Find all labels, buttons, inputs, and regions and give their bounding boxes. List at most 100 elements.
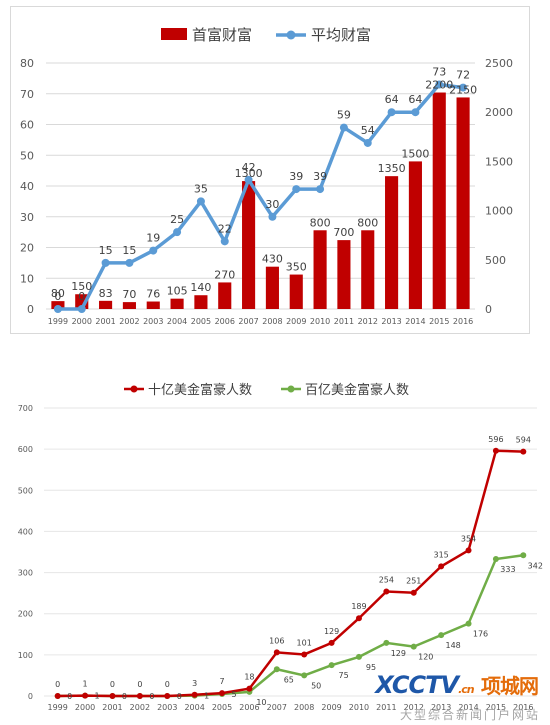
line-data-label: 354 xyxy=(461,534,476,543)
y-right-tick-label: 2500 xyxy=(485,57,513,70)
bar-data-label: 2150 xyxy=(449,83,477,96)
bar-data-label: 430 xyxy=(262,253,283,266)
line-data-label: 0 xyxy=(165,680,170,689)
legend-swatch-marker xyxy=(130,385,138,393)
bar xyxy=(385,176,399,309)
bar-data-label: 150 xyxy=(71,280,92,293)
x-tick-label: 2004 xyxy=(167,317,187,326)
watermark-text: 大型综合新闻门户网站 xyxy=(399,708,540,722)
series-line xyxy=(57,82,464,311)
line-data-label: 39 xyxy=(313,170,327,183)
line-point xyxy=(292,185,301,194)
line-data-label: 0 xyxy=(78,290,85,303)
line-data-label: 54 xyxy=(361,124,375,137)
legend-swatch-marker xyxy=(286,30,296,40)
line-point xyxy=(383,639,390,646)
line-point xyxy=(273,666,280,673)
line-data-label: 129 xyxy=(324,627,339,636)
legend-swatch-bar xyxy=(161,28,187,40)
line-point xyxy=(173,228,182,237)
bar-data-label: 105 xyxy=(167,285,188,298)
x-tick-label: 2013 xyxy=(431,703,451,712)
line-point xyxy=(54,693,61,699)
line-point xyxy=(273,649,280,656)
line-data-label: 342 xyxy=(528,561,543,570)
bar xyxy=(218,282,232,309)
line-point xyxy=(82,692,89,699)
y-right-tick-label: 1000 xyxy=(485,205,513,218)
line-point xyxy=(410,589,417,596)
x-tick-label: 2000 xyxy=(72,317,92,326)
watermark-logo: XCCTV.cn 项城网 xyxy=(375,670,539,699)
y-tick-label: 300 xyxy=(18,569,33,578)
x-tick-label: 2001 xyxy=(95,317,115,326)
x-tick-label: 2010 xyxy=(310,317,330,326)
y-right-tick-label: 1500 xyxy=(485,155,513,168)
line-data-label: 0 xyxy=(54,290,61,303)
x-tick-label: 2009 xyxy=(286,317,306,326)
x-tick-label: 2008 xyxy=(294,703,314,712)
bar-data-label: 1300 xyxy=(235,167,263,180)
x-tick-label: 2016 xyxy=(453,317,473,326)
y-right-tick-label: 500 xyxy=(485,254,506,267)
line-data-label: 73 xyxy=(432,66,446,79)
x-tick-label: 2003 xyxy=(143,317,163,326)
line-point xyxy=(164,693,171,699)
line-point xyxy=(520,448,527,455)
line-point xyxy=(355,615,362,622)
y-left-tick-label: 20 xyxy=(20,242,34,255)
bar xyxy=(194,295,208,309)
x-tick-label: 2006 xyxy=(239,703,259,712)
line-data-label: 10 xyxy=(256,698,266,707)
line-data-label: 65 xyxy=(284,675,294,684)
line-point xyxy=(438,632,445,639)
line-data-label: 0 xyxy=(110,680,115,689)
line-point xyxy=(465,620,472,627)
y-left-tick-label: 40 xyxy=(20,180,34,193)
line-point xyxy=(410,643,417,650)
line-data-label: 50 xyxy=(311,681,321,690)
line-point xyxy=(459,83,468,92)
bar xyxy=(313,230,327,309)
line-data-label: 129 xyxy=(391,649,406,658)
line-data-label: 3 xyxy=(192,679,197,688)
y-right-tick-label: 0 xyxy=(485,303,492,316)
line-point xyxy=(109,693,116,699)
line-data-label: 15 xyxy=(122,244,136,257)
bar-data-label: 83 xyxy=(99,287,113,300)
line-point xyxy=(136,693,143,699)
chart-top-wealth: 0 10 20 30 40 50 60 70 80 0 500 1000 1500 2000 2500 199… xyxy=(0,0,550,340)
x-tick-label: 2004 xyxy=(184,703,204,712)
line-data-label: 596 xyxy=(488,435,503,444)
bar xyxy=(146,301,160,309)
y-left-tick-label: 80 xyxy=(20,57,34,70)
bar xyxy=(408,161,422,309)
x-tick-label: 2012 xyxy=(404,703,424,712)
y-left-tick-label: 70 xyxy=(20,88,34,101)
bar xyxy=(361,230,375,309)
line-point xyxy=(355,653,362,660)
line-data-label: 148 xyxy=(445,641,460,650)
line-data-label: 75 xyxy=(338,671,348,680)
x-tick-label: 2005 xyxy=(191,317,211,326)
line-data-label: 251 xyxy=(406,577,421,586)
bar-data-label: 270 xyxy=(214,268,235,281)
line-data-label: 120 xyxy=(418,653,433,662)
bar xyxy=(265,266,279,309)
y-left-tick-label: 50 xyxy=(20,149,34,162)
line-data-label: 19 xyxy=(146,232,160,245)
y-tick-label: 500 xyxy=(18,486,33,495)
bar xyxy=(289,274,303,309)
bar-data-label: 80 xyxy=(51,287,65,300)
line-data-label: 59 xyxy=(337,109,351,122)
watermark-logo-cn: 项城网 xyxy=(481,674,539,698)
x-tick-label: 2015 xyxy=(429,317,449,326)
y-tick-label: 0 xyxy=(28,692,33,701)
line-point xyxy=(438,563,445,570)
line-data-label: 15 xyxy=(99,244,113,257)
legend-label: 平均财富 xyxy=(311,26,371,44)
line-point xyxy=(301,672,308,679)
x-tick-label: 2008 xyxy=(262,317,282,326)
x-tick-label: 2002 xyxy=(130,703,150,712)
